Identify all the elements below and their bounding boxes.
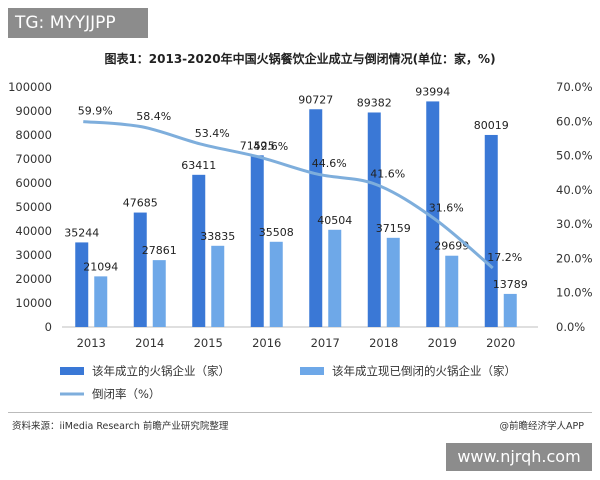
bar-established xyxy=(75,242,89,327)
x-tick-label: 2014 xyxy=(135,336,164,350)
bar-closed-label: 13789 xyxy=(493,278,528,291)
y-right-tick-label: 20.0% xyxy=(556,251,593,265)
bar-established xyxy=(426,101,440,327)
bar-closed xyxy=(152,260,166,327)
bar-closed xyxy=(445,255,459,327)
y-left-tick-label: 20000 xyxy=(15,272,52,286)
bar-established-label: 90727 xyxy=(298,93,333,106)
bar-established xyxy=(367,112,381,327)
legend-label: 倒闭率（%） xyxy=(92,387,160,401)
legend-label: 该年成立的火锅企业（家） xyxy=(92,364,230,378)
rate-line-group: 59.9% 58.4% 53.4% 49.6% 44.6% 41.6% 31.6% 17.2% xyxy=(78,105,522,270)
bar-closed xyxy=(328,229,342,327)
bar-established xyxy=(192,174,206,327)
bar-closed-label: 29699 xyxy=(434,240,469,253)
legend: 该年成立的火锅企业（家） 该年成立现已倒闭的火锅企业（家） 倒闭率（%） xyxy=(60,364,516,401)
bar-closed-label: 40504 xyxy=(317,214,352,227)
bar-established xyxy=(484,134,498,327)
bar-established xyxy=(133,212,147,327)
footer-divider xyxy=(8,412,592,413)
legend-swatch xyxy=(60,367,84,375)
bar-established-label: 71525 xyxy=(240,139,275,152)
bar-closed-label: 37159 xyxy=(376,222,411,235)
y-right-tick-label: 30.0% xyxy=(556,217,593,231)
bar-closed-label: 21094 xyxy=(83,260,118,273)
bar-established-label: 35244 xyxy=(64,226,99,239)
y-right-tick-label: 10.0% xyxy=(556,286,593,300)
x-tick-label: 2016 xyxy=(252,336,281,350)
x-tick-label: 2018 xyxy=(369,336,398,350)
rate-point-label: 41.6% xyxy=(370,167,405,180)
bar-established-label: 93994 xyxy=(415,85,450,98)
rate-point-label: 17.2% xyxy=(487,251,522,264)
y-right-tick-label: 40.0% xyxy=(556,183,593,197)
y-left-tick-label: 100000 xyxy=(8,80,52,94)
y-right-tick-label: 70.0% xyxy=(556,80,593,94)
bar-closed xyxy=(94,276,108,327)
x-tick-label: 2019 xyxy=(428,336,457,350)
watermark-badge-top: TG: MYYJJPP xyxy=(8,8,148,38)
x-tick-label: 2017 xyxy=(311,336,340,350)
x-axis: 2013 2014 2015 2016 2017 2018 2019 2020 xyxy=(62,326,538,350)
bar-established-label: 63411 xyxy=(181,159,216,172)
y-right-tick-label: 60.0% xyxy=(556,114,593,128)
x-tick-label: 2013 xyxy=(77,336,106,350)
y-left-tick-label: 70000 xyxy=(15,152,52,166)
source-note: 资料来源：iiMedia Research 前瞻产业研究院整理 xyxy=(12,421,229,432)
y-left-tick-label: 10000 xyxy=(15,296,52,310)
chart-title: 图表1：2013-2020年中国火锅餐饮企业成立与倒闭情况(单位：家，%) xyxy=(104,52,496,66)
bar-closed xyxy=(211,245,225,327)
bar-established xyxy=(309,109,323,327)
y-left-tick-label: 90000 xyxy=(15,104,52,118)
brand-note: @前瞻经济学人APP xyxy=(499,421,584,432)
rate-point-label: 44.6% xyxy=(312,157,347,170)
x-tick-label: 2015 xyxy=(194,336,223,350)
bar-group: 35244 47685 63411 71525 90727 89382 93994 80019… xyxy=(64,85,528,327)
bar-established xyxy=(250,155,264,327)
rate-point-label: 53.4% xyxy=(195,127,230,140)
y-left-tick-label: 30000 xyxy=(15,248,52,262)
rate-line xyxy=(83,120,494,270)
bar-established-label: 47685 xyxy=(123,197,158,210)
y-left-tick-label: 80000 xyxy=(15,128,52,142)
bar-established-label: 89382 xyxy=(357,96,392,109)
rate-point-label: 58.4% xyxy=(136,110,171,123)
y-left-tick-label: 0 xyxy=(45,320,52,334)
y-axis-right: 0.0% 10.0% 20.0% 30.0% 40.0% 50.0% 60.0% 70.0% xyxy=(556,80,593,334)
bar-closed-label: 27861 xyxy=(142,244,177,257)
rate-point-label: 49.6% xyxy=(253,140,288,153)
bar-closed xyxy=(269,241,283,327)
y-left-tick-label: 50000 xyxy=(15,200,52,214)
bar-closed xyxy=(386,237,400,327)
legend-swatch xyxy=(300,367,324,375)
bar-closed-label: 35508 xyxy=(259,226,294,239)
y-left-tick-label: 40000 xyxy=(15,224,52,238)
bar-established-label: 80019 xyxy=(474,119,509,132)
x-tick-label: 2020 xyxy=(486,336,515,350)
watermark-badge-bottom: www.njrqh.com xyxy=(446,443,592,471)
bar-closed-label: 33835 xyxy=(200,230,235,243)
rate-point-label: 59.9% xyxy=(78,105,113,118)
bar-closed xyxy=(503,293,517,327)
y-right-tick-label: 50.0% xyxy=(556,149,593,163)
y-axis-left: 0 10000 20000 30000 40000 50000 60000 70000 8000… xyxy=(8,80,52,334)
legend-label: 该年成立现已倒闭的火锅企业（家） xyxy=(332,364,516,378)
y-left-tick-label: 60000 xyxy=(15,176,52,190)
y-right-tick-label: 0.0% xyxy=(556,320,585,334)
rate-point-label: 31.6% xyxy=(429,202,464,215)
